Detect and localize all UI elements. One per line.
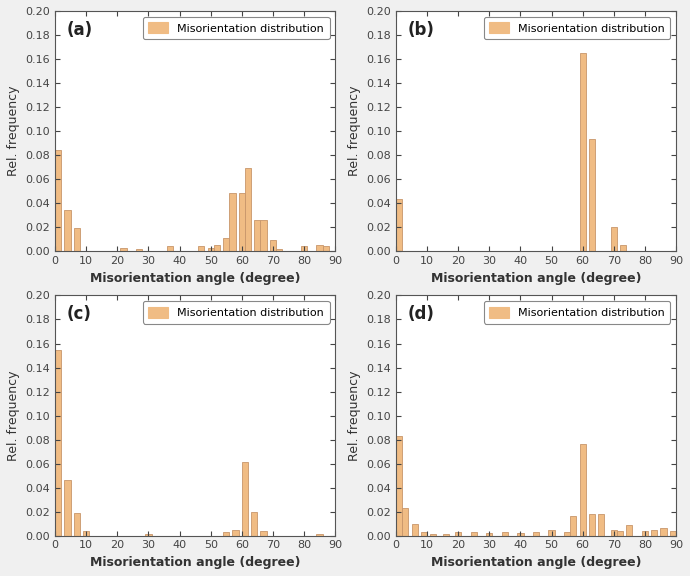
X-axis label: Misorientation angle (degree): Misorientation angle (degree) (90, 271, 300, 285)
Bar (518, 533, 524, 536)
Bar (617, 531, 623, 536)
Y-axis label: Rel. frequency: Rel. frequency (348, 86, 361, 176)
Bar (214, 245, 220, 251)
Bar (421, 532, 427, 536)
Bar (549, 530, 555, 536)
Legend: Misorientation distribution: Misorientation distribution (143, 301, 330, 324)
Bar (251, 511, 257, 536)
Bar (55, 150, 61, 251)
Bar (136, 249, 142, 251)
Bar (317, 535, 323, 536)
Bar (620, 245, 627, 251)
Y-axis label: Rel. frequency: Rel. frequency (7, 370, 20, 461)
Bar (611, 227, 617, 251)
Bar (396, 199, 402, 251)
Bar (589, 139, 595, 251)
Bar (74, 228, 80, 251)
Bar (660, 528, 667, 536)
Text: (d): (d) (407, 305, 434, 323)
Bar (64, 480, 70, 536)
Y-axis label: Rel. frequency: Rel. frequency (348, 370, 361, 461)
Bar (64, 210, 70, 251)
Bar (241, 463, 248, 536)
Text: (a): (a) (66, 21, 92, 39)
Bar (317, 245, 323, 251)
Bar (229, 194, 235, 251)
Bar (580, 53, 586, 251)
X-axis label: Misorientation angle (degree): Misorientation angle (degree) (431, 556, 641, 569)
X-axis label: Misorientation angle (degree): Misorientation angle (degree) (431, 271, 641, 285)
Bar (167, 247, 173, 251)
Bar (430, 535, 436, 536)
Bar (564, 532, 570, 536)
Text: (c): (c) (66, 305, 91, 323)
Bar (486, 533, 493, 536)
Bar (402, 508, 408, 536)
Bar (254, 220, 261, 251)
Bar (323, 247, 329, 251)
Bar (670, 531, 676, 536)
Bar (411, 524, 417, 536)
Bar (642, 531, 648, 536)
Bar (261, 220, 267, 251)
Bar (651, 530, 658, 536)
Bar (611, 530, 617, 536)
Bar (580, 444, 586, 536)
Bar (198, 247, 204, 251)
Legend: Misorientation distribution: Misorientation distribution (143, 17, 330, 39)
Bar (55, 350, 61, 536)
Bar (233, 530, 239, 536)
Bar (83, 531, 89, 536)
Bar (121, 248, 127, 251)
Bar (301, 247, 307, 251)
Text: (b): (b) (407, 21, 434, 39)
Bar (276, 249, 282, 251)
Bar (245, 168, 251, 251)
X-axis label: Misorientation angle (degree): Misorientation angle (degree) (90, 556, 300, 569)
Bar (570, 517, 576, 536)
Bar (208, 248, 214, 251)
Bar (270, 240, 276, 251)
Bar (598, 514, 604, 536)
Bar (223, 238, 229, 251)
Legend: Misorientation distribution: Misorientation distribution (484, 17, 671, 39)
Bar (239, 194, 245, 251)
Bar (455, 532, 462, 536)
Bar (627, 525, 633, 536)
Bar (471, 532, 477, 536)
Legend: Misorientation distribution: Misorientation distribution (484, 301, 671, 324)
Y-axis label: Rel. frequency: Rel. frequency (7, 86, 20, 176)
Bar (502, 532, 508, 536)
Bar (533, 532, 539, 536)
Bar (396, 436, 402, 536)
Bar (261, 531, 267, 536)
Bar (589, 514, 595, 536)
Bar (74, 513, 80, 536)
Bar (146, 535, 152, 536)
Bar (223, 532, 229, 536)
Bar (442, 535, 448, 536)
